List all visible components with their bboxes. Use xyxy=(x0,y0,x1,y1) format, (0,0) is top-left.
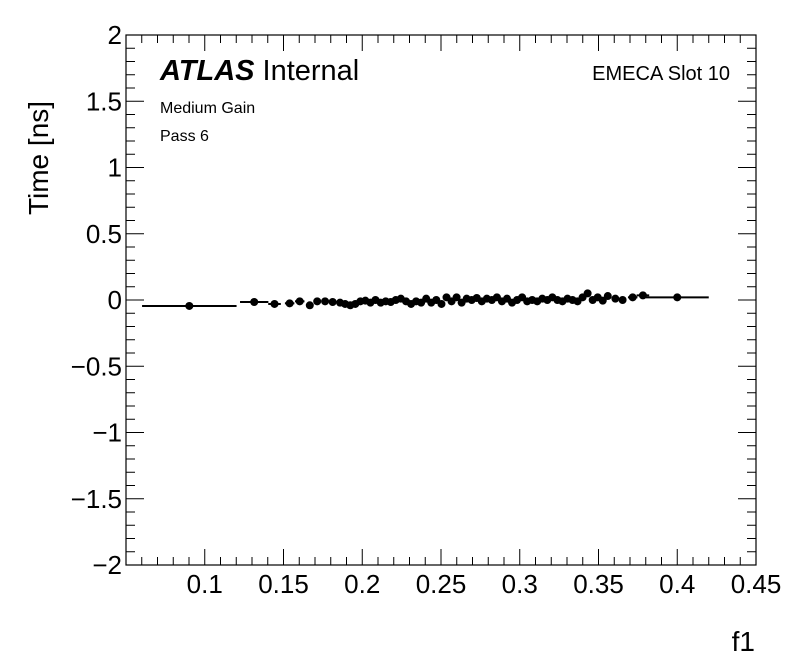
point-marker xyxy=(295,297,304,306)
data-point xyxy=(452,293,461,302)
x-tick-label: 0.4 xyxy=(659,569,695,599)
x-tick-label: 0.25 xyxy=(416,569,467,599)
point-marker xyxy=(285,299,294,308)
point-marker xyxy=(618,296,627,304)
point-marker xyxy=(628,293,637,302)
atlas-label-bold: ATLAS xyxy=(159,55,255,87)
y-tick-label: −0.5 xyxy=(71,351,122,381)
point-marker xyxy=(321,297,330,306)
data-points xyxy=(142,289,709,310)
y-tick-label: 1 xyxy=(108,153,122,183)
point-marker xyxy=(611,294,620,303)
y-axis-title: Time [ns] xyxy=(23,101,54,215)
data-point xyxy=(328,297,337,306)
data-point xyxy=(284,299,295,308)
data-point xyxy=(268,299,281,308)
x-tick-label: 0.3 xyxy=(502,569,538,599)
data-point xyxy=(645,293,709,302)
data-point xyxy=(305,301,314,310)
x-axis-title: f1 xyxy=(732,626,755,657)
data-point xyxy=(611,294,620,303)
atlas-label-status: Internal xyxy=(263,55,360,87)
data-point xyxy=(240,297,269,306)
point-marker xyxy=(583,289,592,298)
y-tick-label: −1.5 xyxy=(71,484,122,514)
point-marker xyxy=(328,297,337,306)
data-point xyxy=(313,297,322,306)
x-tick-label: 0.45 xyxy=(731,569,782,599)
pass-label: Pass 6 xyxy=(160,128,209,145)
data-point xyxy=(321,297,330,306)
data-point xyxy=(603,292,612,301)
point-marker xyxy=(305,301,314,310)
data-point xyxy=(598,296,607,305)
data-point xyxy=(627,293,638,302)
point-marker xyxy=(313,297,322,306)
y-tick-label: −1 xyxy=(92,418,122,448)
data-point xyxy=(142,301,237,310)
y-tick-label: 2 xyxy=(108,20,122,50)
x-tick-label: 0.2 xyxy=(344,569,380,599)
data-point xyxy=(636,291,650,300)
point-marker xyxy=(437,299,446,308)
plot-frame xyxy=(125,34,757,566)
point-marker xyxy=(603,292,612,301)
x-tick-labels: 0.1 0.15 0.2 0.25 0.3 0.35 0.4 0.45 xyxy=(187,569,782,599)
point-marker xyxy=(270,299,279,308)
point-marker xyxy=(638,291,647,300)
x-tick-label: 0.15 xyxy=(258,569,309,599)
point-marker xyxy=(185,301,194,310)
point-marker xyxy=(673,293,682,302)
slot-label: EMECA Slot 10 xyxy=(592,63,730,85)
data-point xyxy=(437,299,446,308)
point-marker xyxy=(598,296,607,305)
data-point xyxy=(618,296,627,304)
atlas-label: ATLAS Internal xyxy=(159,55,359,87)
y-tick-label: 0 xyxy=(108,285,122,315)
y-tick-label: −2 xyxy=(92,550,122,580)
data-point xyxy=(294,297,305,306)
gain-label: Medium Gain xyxy=(160,100,255,117)
point-marker xyxy=(250,297,259,306)
point-marker xyxy=(452,293,461,302)
x-tick-label: 0.1 xyxy=(187,569,223,599)
x-tick-label: 0.35 xyxy=(573,569,624,599)
data-point xyxy=(583,289,592,298)
y-tick-labels: 2 1.5 1 0.5 0 −0.5 −1 −1.5 −2 xyxy=(71,20,122,580)
y-tick-label: 1.5 xyxy=(86,86,122,116)
y-tick-label: 0.5 xyxy=(86,219,122,249)
